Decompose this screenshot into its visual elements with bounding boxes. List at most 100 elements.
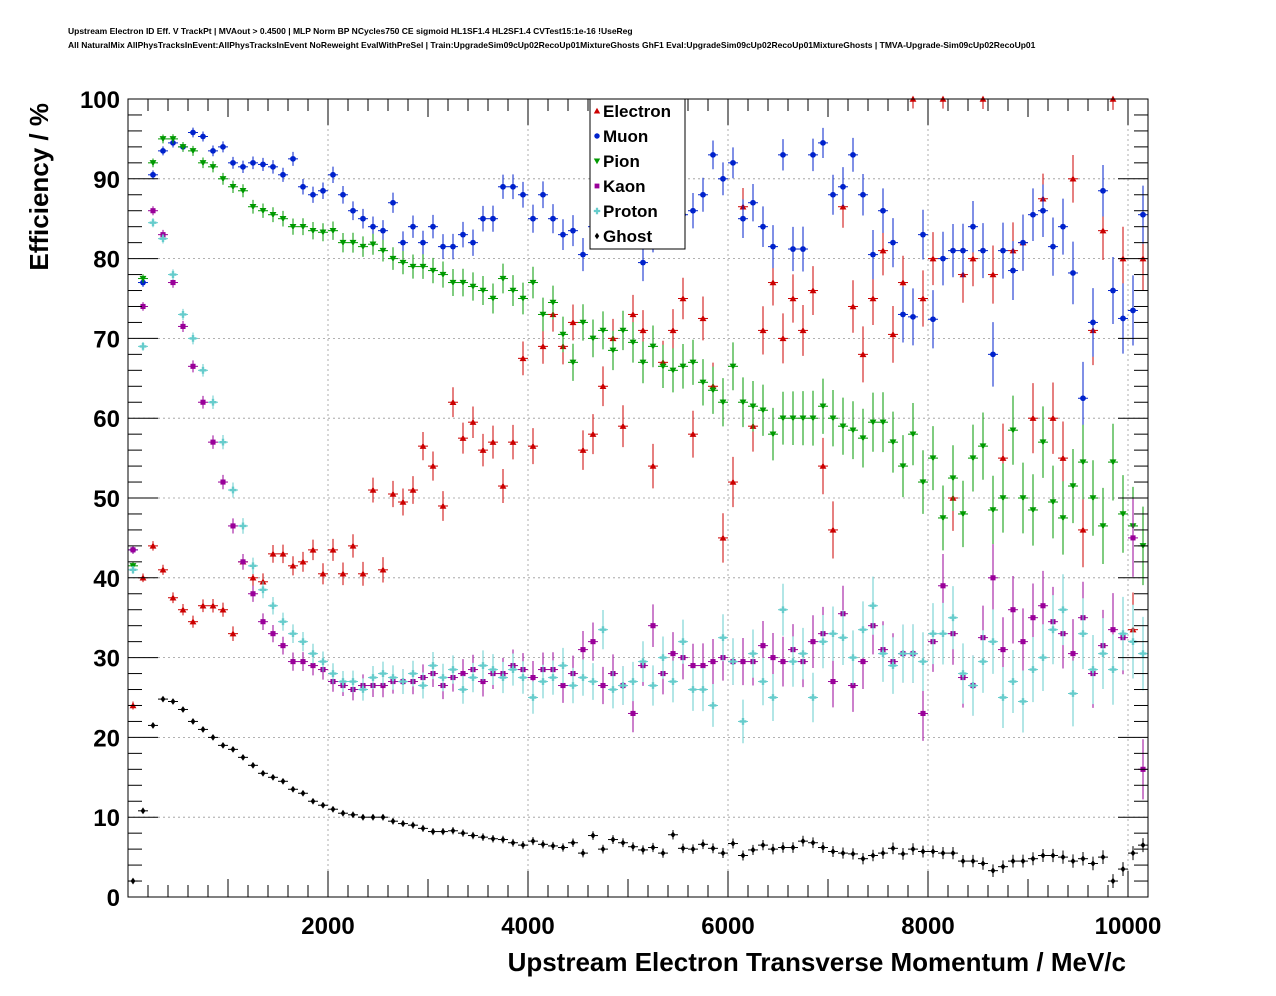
data-point xyxy=(789,658,797,665)
data-point xyxy=(810,639,816,645)
data-point xyxy=(269,550,277,557)
data-point xyxy=(169,136,177,143)
data-point xyxy=(460,829,466,837)
data-point xyxy=(550,215,556,222)
data-point xyxy=(369,674,377,681)
data-point xyxy=(559,331,567,338)
data-point xyxy=(1079,526,1087,533)
data-point xyxy=(593,207,601,215)
data-point xyxy=(1110,877,1116,885)
data-point xyxy=(1039,439,1047,446)
data-point xyxy=(770,845,776,853)
data-point xyxy=(639,359,647,366)
data-point xyxy=(929,255,937,262)
data-point xyxy=(510,839,516,847)
data-point xyxy=(399,498,407,505)
data-point xyxy=(1070,270,1076,276)
data-point xyxy=(619,682,627,689)
data-point xyxy=(1029,666,1037,673)
data-point xyxy=(450,243,456,250)
data-point xyxy=(639,327,647,334)
data-point xyxy=(480,215,486,222)
data-point xyxy=(1049,499,1057,506)
data-point xyxy=(1019,495,1027,502)
data-point xyxy=(150,208,156,214)
data-point xyxy=(269,602,277,610)
data-point xyxy=(610,836,616,843)
data-point xyxy=(699,379,707,386)
data-point xyxy=(1010,267,1016,274)
data-point xyxy=(820,140,826,146)
data-point xyxy=(159,136,167,143)
data-point xyxy=(789,295,797,302)
data-point xyxy=(999,495,1007,502)
data-point xyxy=(159,566,167,573)
legend-label: Electron xyxy=(603,102,671,121)
data-point xyxy=(589,430,597,437)
data-point xyxy=(260,769,266,777)
data-point xyxy=(1020,639,1026,645)
data-point xyxy=(889,331,897,338)
data-point xyxy=(439,502,447,509)
data-point xyxy=(540,840,546,848)
legend-label: Ghost xyxy=(603,227,652,246)
data-point xyxy=(1000,647,1006,653)
data-point xyxy=(419,263,427,270)
data-point xyxy=(430,828,436,835)
data-point xyxy=(399,678,407,685)
data-point xyxy=(920,848,926,855)
data-point xyxy=(309,546,317,553)
data-point xyxy=(729,658,737,665)
data-point xyxy=(810,839,816,847)
y-tick-label: 80 xyxy=(93,247,120,274)
data-point xyxy=(580,647,586,653)
data-point xyxy=(749,650,757,658)
data-point xyxy=(329,546,337,553)
data-point xyxy=(1099,227,1107,234)
data-point xyxy=(309,650,317,658)
data-point xyxy=(549,299,557,306)
data-point xyxy=(289,630,297,638)
data-point xyxy=(969,682,977,689)
data-point xyxy=(900,311,906,318)
data-point xyxy=(700,840,706,848)
data-point xyxy=(620,839,626,847)
data-point xyxy=(780,844,786,851)
data-point xyxy=(1059,454,1067,461)
data-point xyxy=(219,438,227,446)
data-point xyxy=(849,427,857,434)
data-point xyxy=(950,849,956,857)
data-point xyxy=(1050,852,1056,859)
data-point xyxy=(769,694,777,701)
data-point xyxy=(519,295,527,302)
data-point xyxy=(594,183,600,189)
data-point xyxy=(560,231,566,238)
data-point xyxy=(469,283,477,290)
data-point xyxy=(1100,853,1106,861)
data-point xyxy=(710,659,716,665)
data-point xyxy=(220,479,226,485)
data-point xyxy=(479,662,487,669)
data-point xyxy=(209,602,217,609)
data-point xyxy=(309,227,317,235)
data-point xyxy=(919,295,927,302)
data-point xyxy=(190,718,196,725)
data-point xyxy=(1130,307,1136,314)
data-point xyxy=(409,486,417,493)
data-point xyxy=(489,666,497,673)
data-point xyxy=(169,594,177,601)
data-point xyxy=(1000,863,1006,871)
data-point xyxy=(969,455,977,462)
data-point xyxy=(929,630,937,638)
data-point xyxy=(189,618,197,625)
data-point xyxy=(809,287,817,294)
data-point xyxy=(349,678,357,685)
data-point xyxy=(919,479,927,486)
data-point xyxy=(909,650,917,658)
data-point xyxy=(230,523,236,529)
data-point xyxy=(790,844,796,851)
data-point xyxy=(199,160,207,167)
data-point xyxy=(409,263,417,270)
data-point xyxy=(449,398,457,405)
data-point xyxy=(1120,315,1126,322)
